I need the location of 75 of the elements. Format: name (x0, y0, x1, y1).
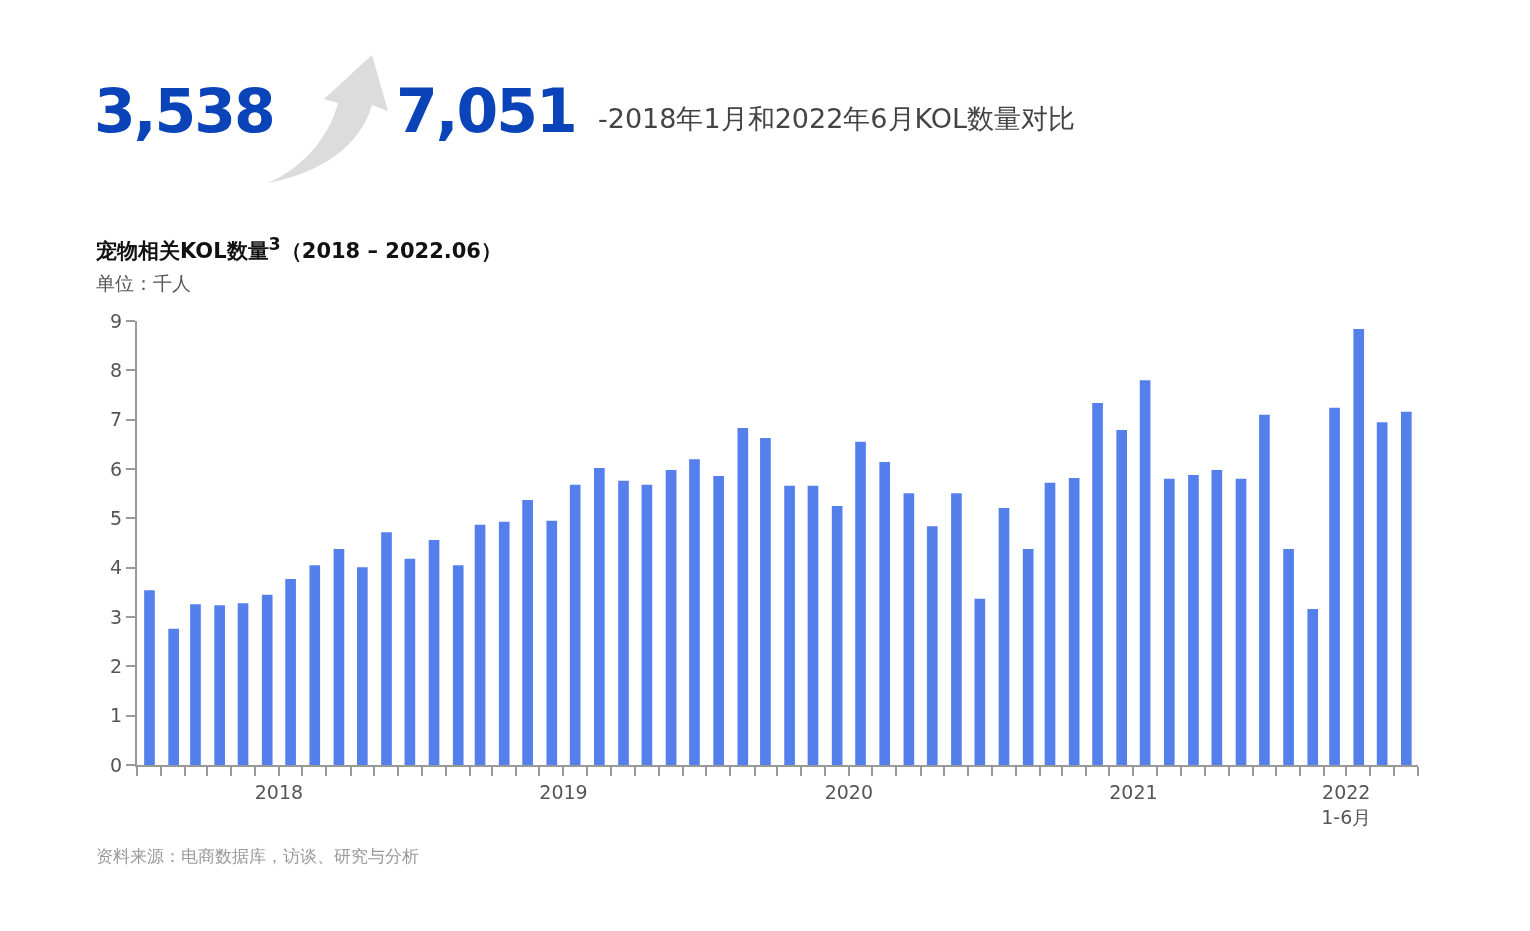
bar (428, 540, 440, 765)
y-tick-label: 1 (110, 704, 123, 727)
y-tick-label: 2 (110, 654, 123, 677)
bar (546, 520, 558, 765)
x-tick-label: 2018 (254, 780, 304, 803)
bar (713, 475, 724, 765)
bar (641, 484, 653, 765)
bar (285, 579, 296, 765)
bar (1307, 609, 1319, 765)
text: 3,538 (94, 76, 274, 146)
bar (737, 428, 749, 765)
bar (926, 526, 938, 765)
y-tick-label: 7 (110, 408, 123, 431)
bar (309, 565, 321, 765)
bar (998, 507, 1010, 765)
y-tick-label: 6 (110, 457, 123, 480)
bar (831, 506, 843, 765)
bar (807, 485, 819, 765)
bar (1188, 474, 1199, 765)
chart-subtitle: 单位：千人 (96, 271, 191, 296)
y-tick-label: 9 (110, 309, 123, 332)
bar (1139, 380, 1151, 765)
bar (1259, 414, 1270, 765)
bar (333, 548, 345, 765)
bar (214, 605, 225, 765)
bar (381, 532, 392, 765)
y-tick-label: 3 (110, 605, 123, 628)
bar (237, 603, 249, 765)
bar (1116, 430, 1128, 765)
bar (760, 437, 771, 765)
y-tick-label: 8 (110, 358, 123, 381)
bar (903, 493, 915, 765)
bar (1353, 328, 1365, 765)
bar (190, 604, 201, 765)
text: 资料来源：电商数据库，访谈、研究与分析 (96, 845, 419, 868)
x-tick-label: 2020 (824, 780, 874, 803)
bar (1211, 469, 1223, 765)
bar (404, 558, 416, 765)
bar (1163, 478, 1175, 765)
bar (665, 469, 677, 765)
bar (1235, 478, 1247, 765)
bar (144, 590, 155, 765)
bar (594, 468, 605, 765)
bar (1283, 548, 1294, 765)
y-tick-label: 5 (110, 506, 123, 529)
bar (474, 524, 486, 765)
bar (168, 628, 179, 765)
x-tick-label: 2021 (1109, 780, 1158, 803)
bar (1376, 422, 1388, 765)
bar (974, 598, 986, 765)
bar (784, 485, 795, 765)
chart-title: 宠物相关KOL数量$^{3}$（2018 – 2022.06） (96, 234, 502, 265)
bar (618, 480, 629, 765)
bar (879, 462, 891, 765)
bar (1092, 402, 1103, 765)
bar (569, 484, 581, 765)
bar (452, 565, 464, 765)
bar (1068, 477, 1080, 765)
bar (1022, 548, 1034, 765)
y-tick-label: 0 (110, 753, 123, 776)
text: -2018年1月和2022年6月KOL数量对比 (598, 102, 1076, 136)
bar (1329, 407, 1340, 765)
y-tick-label: 4 (110, 556, 123, 579)
bar (498, 521, 510, 765)
x-tick-label: 2019 (539, 780, 588, 803)
bar (689, 459, 700, 765)
bar (261, 594, 273, 765)
bar (951, 493, 962, 765)
bar (1400, 411, 1412, 765)
bar (522, 500, 533, 765)
bar (855, 441, 866, 765)
bar (1044, 482, 1056, 765)
bar (356, 567, 368, 765)
x-tick-label: 2022 1-6月 (1321, 780, 1372, 828)
text: 7,051 (396, 76, 576, 146)
